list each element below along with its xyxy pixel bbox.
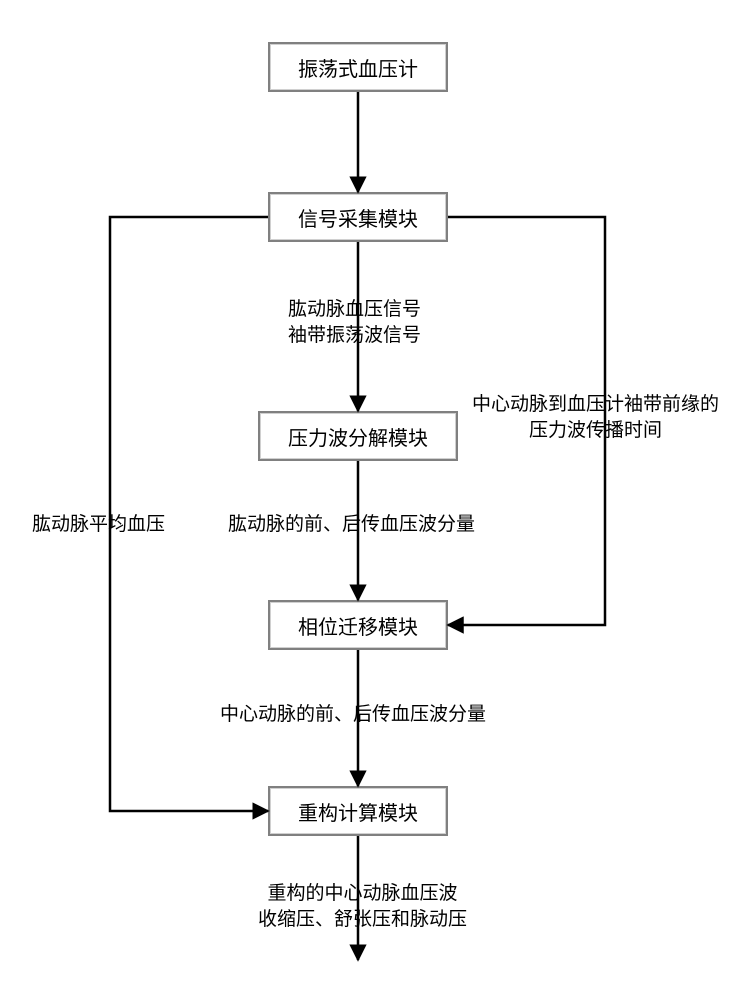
node-device: 振荡式血压计 [268, 42, 448, 92]
node-label: 压力波分解模块 [288, 422, 428, 451]
edge-label-mean-bp: 肱动脉平均血压 [32, 512, 165, 538]
node-label: 相位迁移模块 [298, 611, 418, 640]
node-signal-acq: 信号采集模块 [268, 192, 448, 242]
arrows-layer [0, 0, 756, 1000]
node-reconstruct: 重构计算模块 [268, 786, 448, 836]
edge-label-output: 重构的中心动脉血压波收缩压、舒张压和脉动压 [258, 881, 467, 932]
edge-label-signals: 肱动脉血压信号袖带振荡波信号 [288, 297, 421, 348]
node-label: 重构计算模块 [298, 797, 418, 826]
node-label: 信号采集模块 [298, 203, 418, 232]
node-phase-shift: 相位迁移模块 [268, 600, 448, 650]
edge-label-central-fb: 中心动脉的前、后传血压波分量 [220, 702, 486, 728]
node-decompose: 压力波分解模块 [258, 411, 458, 461]
node-label: 振荡式血压计 [298, 53, 418, 82]
edge-label-transit-time: 中心动脉到血压计袖带前缘的压力波传播时间 [472, 392, 719, 443]
edge-label-fwd-back: 肱动脉的前、后传血压波分量 [228, 512, 475, 538]
